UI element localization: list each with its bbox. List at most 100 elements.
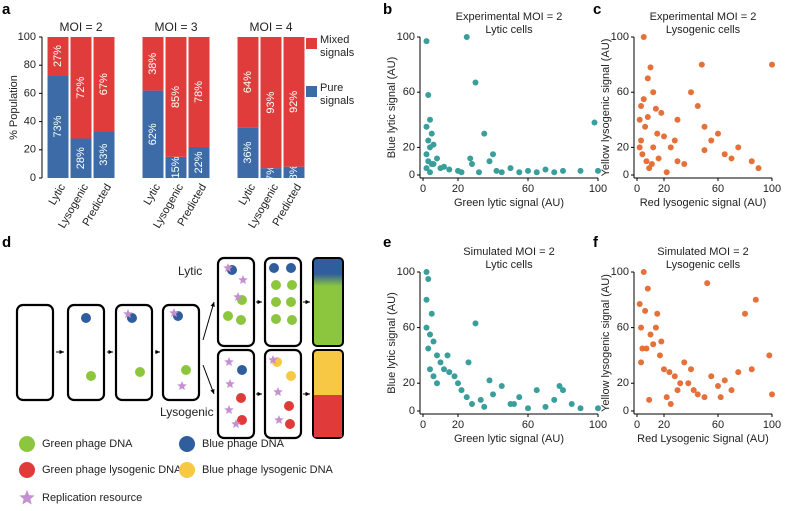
y-tick-label: 0 bbox=[30, 172, 36, 184]
cell bbox=[161, 303, 201, 402]
point bbox=[735, 369, 742, 376]
dna-dot bbox=[285, 419, 295, 429]
value-label: 62% bbox=[147, 123, 159, 145]
branch-label: Lytic bbox=[178, 264, 202, 278]
point bbox=[486, 377, 493, 384]
point bbox=[636, 144, 643, 151]
x-axis-label: Red Lysogenic Signal (AU) bbox=[637, 433, 769, 445]
legend-label: Green phage lysogenic DNA bbox=[42, 464, 182, 476]
point bbox=[476, 169, 482, 176]
point bbox=[437, 359, 444, 366]
x-axis-label: Green lytic signal (AU) bbox=[454, 433, 564, 445]
point bbox=[694, 391, 701, 398]
y-tick-label: 20 bbox=[403, 141, 415, 153]
point bbox=[423, 123, 430, 130]
point bbox=[688, 89, 694, 96]
point bbox=[674, 387, 681, 394]
point bbox=[525, 405, 531, 412]
point bbox=[646, 396, 653, 403]
bar-segment bbox=[142, 90, 164, 178]
point bbox=[656, 352, 663, 359]
point bbox=[423, 324, 430, 331]
y-tick-label: 60 bbox=[24, 87, 36, 99]
point bbox=[638, 324, 645, 331]
bar-segment bbox=[188, 146, 210, 178]
point bbox=[681, 359, 688, 366]
point bbox=[477, 396, 484, 403]
point bbox=[498, 382, 505, 389]
x-tick-label: 60 bbox=[522, 419, 534, 431]
dna-dot bbox=[284, 401, 294, 411]
resource-star bbox=[233, 292, 243, 301]
dna-dot bbox=[286, 371, 296, 381]
panel-label: b bbox=[383, 1, 392, 18]
point bbox=[648, 160, 655, 167]
point bbox=[677, 380, 684, 387]
x-tick-label: 0 bbox=[634, 183, 640, 195]
x-tick-label: 60 bbox=[712, 419, 724, 431]
point bbox=[444, 352, 451, 359]
resource-star bbox=[123, 309, 133, 318]
point bbox=[643, 158, 650, 165]
resource-star bbox=[224, 357, 234, 366]
point bbox=[728, 387, 735, 394]
point bbox=[595, 167, 601, 174]
x-tick-label: 0 bbox=[420, 419, 426, 431]
point bbox=[493, 167, 500, 174]
y-tick-label: 60 bbox=[617, 86, 629, 98]
point bbox=[717, 394, 724, 401]
bar-segment bbox=[47, 75, 69, 178]
point bbox=[542, 166, 549, 173]
dna-dot bbox=[181, 365, 191, 375]
point bbox=[652, 105, 659, 112]
point bbox=[658, 338, 665, 345]
point bbox=[661, 133, 667, 140]
x-tick-label: 60 bbox=[712, 183, 724, 195]
lyso-bar-bottom bbox=[314, 395, 342, 437]
bar-segment bbox=[47, 37, 69, 76]
point bbox=[708, 373, 715, 380]
x-tick-label: 20 bbox=[658, 183, 670, 195]
point bbox=[481, 130, 488, 137]
panel-label: e bbox=[383, 234, 391, 251]
point bbox=[516, 394, 523, 401]
panel-label: d bbox=[2, 234, 11, 251]
panel-label: a bbox=[2, 1, 11, 18]
point bbox=[769, 391, 775, 398]
point bbox=[425, 345, 432, 352]
dna-dot bbox=[286, 297, 296, 307]
point bbox=[486, 158, 493, 165]
point bbox=[671, 373, 678, 380]
point bbox=[467, 155, 474, 162]
point bbox=[425, 91, 432, 98]
group-label: MOI = 4 bbox=[249, 20, 292, 34]
arrow-head bbox=[257, 391, 262, 397]
point bbox=[661, 366, 667, 373]
branch-label: Lysogenic bbox=[160, 405, 214, 419]
value-label: 8% bbox=[288, 164, 300, 180]
point bbox=[441, 163, 447, 170]
point bbox=[469, 160, 475, 167]
y-axis-label: Blue lytic signal (AU) bbox=[386, 57, 398, 158]
point bbox=[516, 169, 523, 176]
dna-dot bbox=[287, 315, 297, 325]
y-tick-label: 80 bbox=[24, 59, 36, 71]
value-label: 27% bbox=[52, 45, 64, 67]
point bbox=[568, 401, 575, 408]
value-label: 67% bbox=[98, 73, 110, 95]
dna-dot bbox=[236, 315, 246, 325]
value-label: 38% bbox=[147, 53, 159, 75]
y-tick-label: 40 bbox=[24, 116, 36, 128]
point bbox=[766, 352, 773, 359]
group-label: MOI = 3 bbox=[154, 20, 197, 34]
y-tick-label: 100 bbox=[397, 266, 415, 278]
value-label: 73% bbox=[52, 115, 64, 137]
y-axis-label: Blue lytic signal (AU) bbox=[386, 292, 398, 393]
point bbox=[577, 405, 584, 412]
bar-segment bbox=[70, 37, 92, 139]
point bbox=[507, 165, 514, 172]
point bbox=[427, 116, 433, 123]
point bbox=[428, 310, 435, 317]
point bbox=[533, 169, 540, 176]
panel-label: f bbox=[593, 234, 599, 251]
